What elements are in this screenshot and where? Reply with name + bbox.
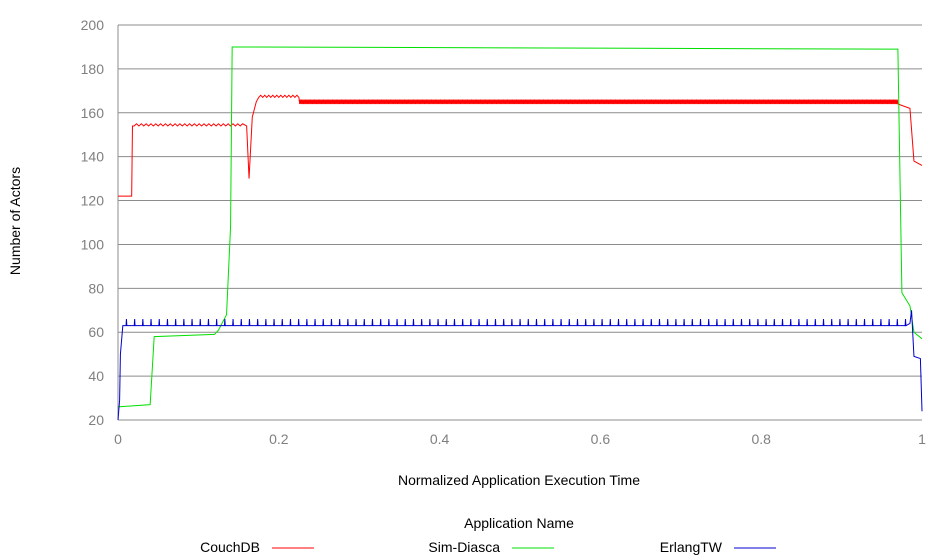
legend-label-erlangtw: ErlangTW	[660, 539, 723, 555]
legend: Application Name CouchDB Sim-Diasca Erlang…	[200, 515, 776, 555]
x-tick-0.2: 0.2	[269, 431, 289, 447]
y-tick-200: 200	[81, 17, 105, 33]
y-tick-140: 140	[81, 149, 105, 165]
y-tick-60: 60	[88, 324, 104, 340]
series-couchdb	[118, 94, 923, 197]
y-tick-labels: 20 40 60 80 100 120 140 160 180 200	[81, 17, 105, 428]
axes	[117, 25, 922, 421]
legend-item-erlangtw: ErlangTW	[660, 539, 776, 555]
x-tick-1: 1	[918, 431, 926, 447]
series-erlangtw	[117, 310, 923, 421]
y-tick-80: 80	[88, 280, 104, 296]
y-tick-20: 20	[88, 412, 104, 428]
legend-item-couchdb: CouchDB	[200, 539, 314, 555]
y-axis-title: Number of Actors	[7, 167, 23, 275]
x-tick-0.8: 0.8	[751, 431, 771, 447]
y-tick-100: 100	[81, 236, 105, 252]
legend-item-sim-diasca: Sim-Diasca	[428, 539, 554, 555]
y-tick-40: 40	[88, 368, 104, 384]
legend-label-sim-diasca: Sim-Diasca	[428, 539, 500, 555]
y-tick-160: 160	[81, 105, 105, 121]
series-layer	[117, 46, 923, 421]
legend-label-couchdb: CouchDB	[200, 539, 260, 555]
legend-title: Application Name	[464, 515, 574, 531]
x-tick-0.6: 0.6	[591, 431, 611, 447]
series-sim-diasca	[117, 46, 923, 408]
legend-items: CouchDB Sim-Diasca ErlangTW	[200, 539, 776, 555]
x-axis-title: Normalized Application Execution Time	[398, 472, 640, 488]
x-tick-0: 0	[114, 431, 122, 447]
x-tick-0.4: 0.4	[430, 431, 450, 447]
x-tick-labels: 0 0.2 0.4 0.6 0.8 1	[114, 431, 926, 447]
grid-lines	[118, 24, 922, 421]
y-tick-120: 120	[81, 193, 105, 209]
y-tick-180: 180	[81, 61, 105, 77]
